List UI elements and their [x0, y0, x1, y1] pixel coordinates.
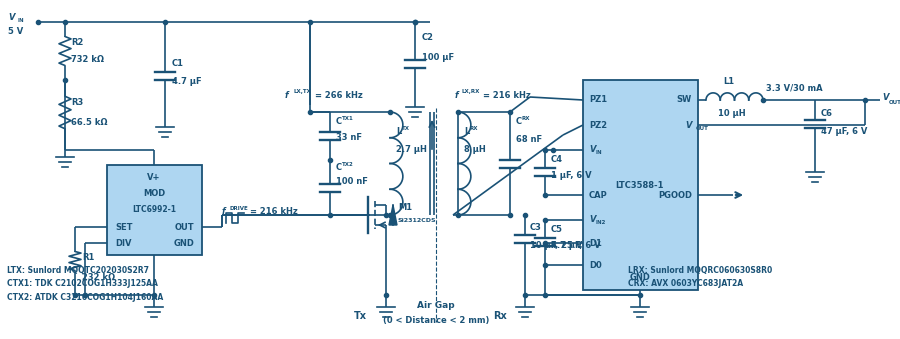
Text: C: C — [516, 118, 522, 126]
Text: 10 μH: 10 μH — [718, 108, 745, 118]
Text: IN: IN — [595, 151, 601, 156]
Text: V: V — [8, 13, 14, 21]
Text: 4.7 μF: 4.7 μF — [172, 78, 202, 86]
Text: LRX: Sunlord MQQRC060630S8R0: LRX: Sunlord MQQRC060630S8R0 — [628, 265, 772, 275]
Text: D0: D0 — [589, 260, 602, 270]
Text: CTX2: ATDK C3216COG1H104J160AA: CTX2: ATDK C3216COG1H104J160AA — [7, 294, 163, 302]
Text: R2: R2 — [71, 38, 84, 47]
Text: DRIVE: DRIVE — [229, 205, 248, 211]
Text: TX2: TX2 — [342, 162, 354, 167]
Text: f: f — [222, 206, 226, 216]
Text: LTC3588-1: LTC3588-1 — [616, 180, 664, 190]
Text: C6: C6 — [821, 109, 833, 119]
Text: 66.5 kΩ: 66.5 kΩ — [71, 118, 107, 127]
Polygon shape — [389, 205, 397, 225]
Text: C4: C4 — [551, 156, 563, 164]
Text: OUT: OUT — [696, 125, 709, 131]
Text: = 216 kHz: = 216 kHz — [483, 91, 531, 100]
Text: TX1: TX1 — [342, 117, 354, 121]
Text: Tx: Tx — [354, 311, 366, 321]
Text: L: L — [464, 127, 469, 137]
Text: V: V — [686, 120, 692, 129]
Text: V: V — [589, 145, 596, 155]
Text: LTC6992-1: LTC6992-1 — [132, 204, 176, 214]
Text: C2: C2 — [422, 34, 434, 42]
Text: Air Gap: Air Gap — [418, 300, 454, 310]
Text: PGOOD: PGOOD — [658, 191, 692, 199]
Text: 33 nF: 33 nF — [336, 133, 362, 141]
Text: C: C — [336, 118, 342, 126]
Text: 3.3 V/30 mA: 3.3 V/30 mA — [766, 83, 823, 93]
Text: IN: IN — [17, 19, 23, 23]
Text: = 216 kHz: = 216 kHz — [250, 206, 298, 216]
Text: OUT: OUT — [889, 100, 900, 104]
Text: 232 kΩ: 232 kΩ — [82, 273, 115, 281]
Text: 47 μF, 6 V: 47 μF, 6 V — [821, 127, 868, 137]
Text: C3: C3 — [530, 222, 542, 232]
Text: SET: SET — [115, 222, 132, 232]
Text: 5 V: 5 V — [8, 26, 23, 36]
Text: C: C — [336, 163, 342, 173]
Text: V: V — [589, 216, 596, 224]
Text: C1: C1 — [172, 60, 184, 68]
Text: LX,TX: LX,TX — [293, 89, 310, 95]
Text: f: f — [285, 91, 289, 100]
Text: Rx: Rx — [493, 311, 507, 321]
Text: PZ2: PZ2 — [589, 120, 608, 129]
Text: = 266 kHz: = 266 kHz — [315, 91, 363, 100]
Text: f: f — [455, 91, 459, 100]
Text: LX,RX: LX,RX — [462, 89, 481, 95]
Text: CAP: CAP — [589, 191, 608, 199]
Text: (0 < Distance < 2 mm): (0 < Distance < 2 mm) — [382, 316, 490, 324]
Text: C5: C5 — [551, 225, 563, 235]
Text: 732 kΩ: 732 kΩ — [71, 55, 104, 64]
Text: SW: SW — [677, 96, 692, 104]
Text: M1: M1 — [398, 202, 412, 212]
Text: R3: R3 — [71, 98, 83, 107]
Text: CTX1: TDK C2102COG1H333J125AA: CTX1: TDK C2102COG1H333J125AA — [7, 279, 157, 288]
Text: 10 μF, 25 V: 10 μF, 25 V — [530, 240, 582, 250]
Text: 68 nF: 68 nF — [516, 136, 542, 144]
Text: RX: RX — [470, 126, 479, 132]
Text: MOD: MOD — [143, 188, 165, 198]
Text: LTX: Sunlord MQQTC202030S2R7: LTX: Sunlord MQQTC202030S2R7 — [7, 265, 149, 275]
Text: V: V — [882, 94, 888, 102]
Text: 1 μF, 6 V: 1 μF, 6 V — [551, 172, 591, 180]
Text: 100 μF: 100 μF — [422, 53, 454, 61]
Text: L: L — [396, 127, 401, 137]
Text: 4.7 μF, 6 V: 4.7 μF, 6 V — [551, 241, 600, 251]
Text: GND: GND — [173, 239, 194, 247]
Text: GND: GND — [630, 274, 651, 282]
Text: L1: L1 — [723, 78, 734, 86]
Text: CRX: AVX 0603YC683JAT2A: CRX: AVX 0603YC683JAT2A — [628, 279, 743, 288]
Text: 2.7 μH: 2.7 μH — [396, 145, 427, 155]
FancyBboxPatch shape — [583, 80, 698, 290]
Text: Si2312CDS: Si2312CDS — [398, 218, 436, 222]
Text: 8 μH: 8 μH — [464, 145, 486, 155]
Text: DIV: DIV — [115, 239, 131, 247]
Text: OUT: OUT — [175, 222, 194, 232]
Text: IN2: IN2 — [595, 220, 606, 225]
Text: R1: R1 — [82, 253, 94, 261]
Text: V+: V+ — [148, 173, 161, 181]
Text: D1: D1 — [589, 239, 602, 247]
FancyBboxPatch shape — [107, 165, 202, 255]
Text: TX: TX — [402, 126, 410, 132]
Text: RX: RX — [522, 117, 530, 121]
Text: 100 nF: 100 nF — [336, 178, 368, 186]
Text: PZ1: PZ1 — [589, 96, 608, 104]
